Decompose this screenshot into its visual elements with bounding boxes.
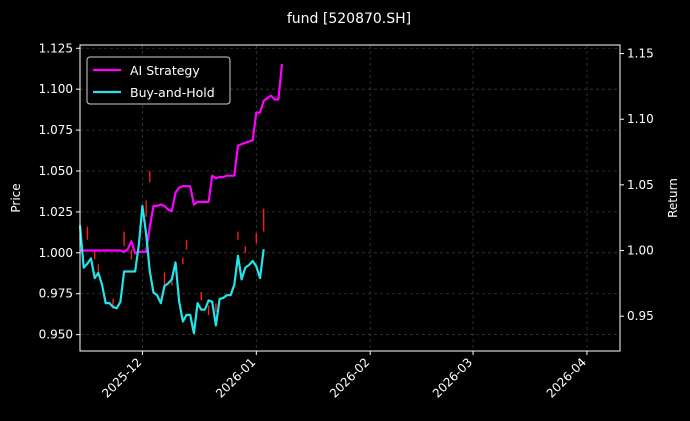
grid-layer (80, 45, 620, 351)
y-left-tick-label: 1.100 (39, 82, 73, 96)
y-left-tick-label: 1.125 (39, 41, 73, 55)
y-left-tick-label: 1.050 (39, 164, 73, 178)
y-right-tick-label: 0.95 (627, 309, 654, 323)
ai-strategy-line (80, 63, 284, 255)
y-left-tick-label: 1.075 (39, 123, 73, 137)
y-right-tick-label: 1.10 (627, 112, 654, 126)
legend-ai-strategy-label: AI Strategy (130, 63, 200, 78)
legend-box (86, 56, 231, 105)
y-left-tick-label: 1.000 (39, 246, 73, 260)
chart-title: fund [520870.SH] (287, 11, 411, 27)
y-left-tick-label: 0.950 (39, 328, 73, 342)
y-right-tick-label: 1.00 (627, 244, 654, 258)
y-axis-left-label: Price (9, 183, 23, 212)
y-right-tick-label: 1.05 (627, 178, 654, 192)
y-left-tick-label: 1.025 (39, 205, 73, 219)
series-layer (78, 63, 284, 335)
y-left-tick-label: 0.975 (39, 287, 73, 301)
legend-buy-and-hold-label: Buy-and-Hold (130, 85, 215, 100)
legend: AI Strategy Buy-and-Hold (86, 56, 231, 105)
buy-and-hold-line (78, 204, 265, 335)
y-axis-right-label: Return (666, 178, 680, 218)
y-right-tick-label: 1.15 (627, 47, 654, 61)
plot-frame (79, 44, 621, 352)
